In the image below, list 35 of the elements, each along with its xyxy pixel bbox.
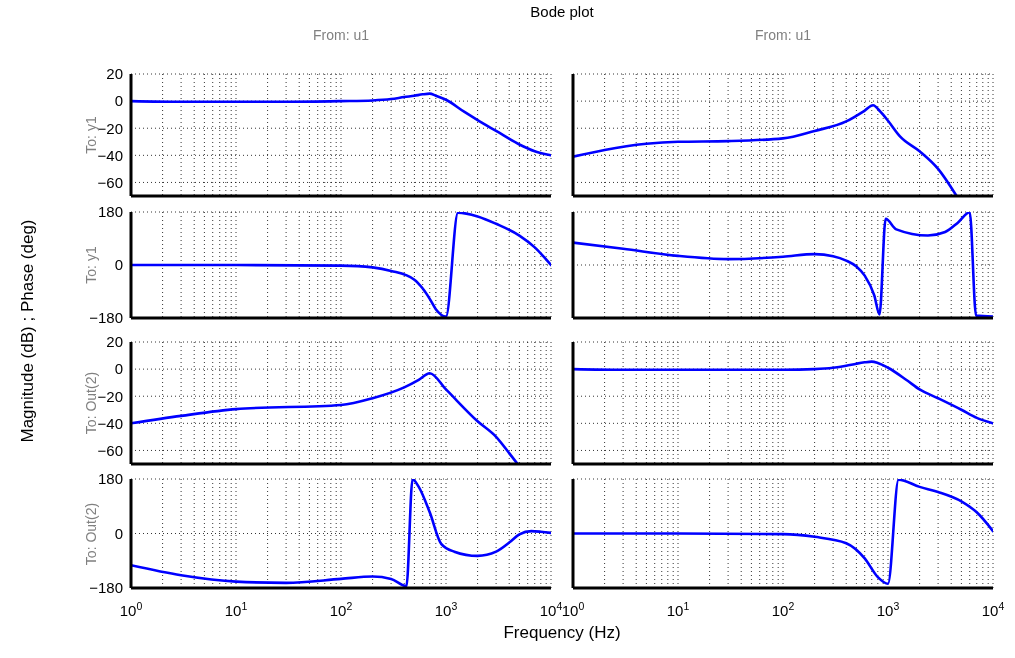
x-tick-label: 10$^{1}$: [224, 600, 248, 619]
y-tick-label: −180: [89, 579, 123, 597]
y-tick-label: 180: [97, 203, 123, 221]
y-tick-label: 0: [114, 360, 123, 378]
y-tick-label: −20: [97, 119, 123, 137]
y-tick-label: 0: [114, 92, 123, 110]
y-axis-title: To: y1: [83, 246, 99, 284]
y-tick-label: −40: [97, 414, 123, 432]
y-tick-label: 20: [106, 333, 123, 351]
x-tick-label: 10$^{3}$: [876, 600, 900, 619]
x-tick-label: 10$^{4}$: [539, 600, 563, 619]
x-tick-label: 10$^{2}$: [771, 600, 795, 619]
x-tick-label: 10$^{1}$: [666, 600, 690, 619]
y-tick-label: 20: [106, 65, 123, 83]
y-axis-title: To: Out(2): [83, 371, 99, 435]
x-tick-label: 10$^{0}$: [561, 600, 585, 619]
y-tick-label: −40: [97, 146, 123, 164]
y-tick-label: 180: [97, 470, 123, 488]
chart-subtitle: From: u1: [754, 27, 812, 43]
y-tick-label: 0: [114, 256, 123, 274]
y-tick-label: −180: [89, 309, 123, 327]
chart-title: Bode plot: [530, 3, 594, 20]
x-tick-label: 10$^{4}$: [981, 600, 1005, 619]
y-axis-title: To: Out(2): [83, 502, 99, 565]
text: Frequency (Hz): [503, 623, 621, 643]
x-tick-label: 10$^{2}$: [329, 600, 353, 619]
y-tick-label: −20: [97, 387, 123, 405]
y-axis-title: To: y1: [83, 116, 99, 154]
x-tick-label: 10$^{0}$: [119, 600, 143, 619]
x-tick-label: 10$^{3}$: [434, 600, 458, 619]
y-tick-label: −60: [97, 173, 123, 191]
y-tick-label: −60: [97, 441, 123, 459]
chart-subtitle: From: u1: [312, 27, 370, 43]
y-tick-label: 0: [114, 524, 123, 542]
text: Magnitude (dB) ; Phase (deg): [18, 219, 38, 443]
